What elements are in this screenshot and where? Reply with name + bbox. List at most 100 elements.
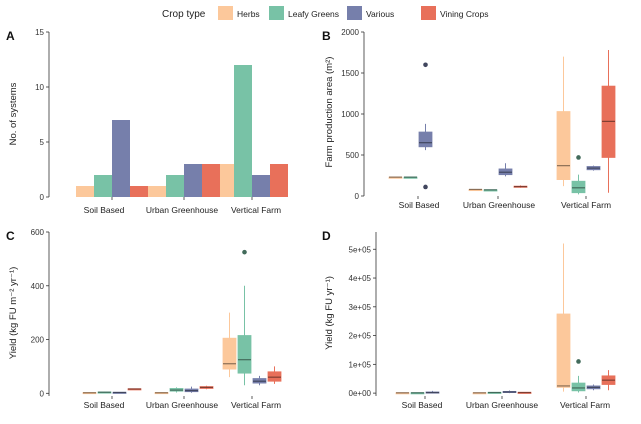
box-body (222, 337, 237, 370)
legend-vining-crops-swatch (421, 6, 436, 20)
box (483, 189, 498, 192)
box (513, 185, 528, 188)
panel-label-b: B (322, 29, 331, 43)
y-tick-label: 200 (31, 336, 45, 345)
y-tick-label: 1500 (341, 69, 359, 78)
legend: Crop type Herbs Leafy Greens Various Vining… (162, 6, 489, 20)
legend-herbs-label: Herbs (237, 9, 260, 19)
box (425, 390, 440, 394)
y-axis-title-b: Farm production area (m²) (324, 57, 335, 168)
box-body (237, 335, 252, 374)
box (601, 50, 616, 193)
panel-c: 0 200 400 600 Soil Based Urban Greenhouse Vert… (31, 228, 282, 410)
x-tick-label: Soil Based (84, 205, 125, 215)
y-tick-label: 2e+05 (349, 332, 372, 341)
panel-b: 0 500 1000 1500 2000 Soil Based Urban Greenhou… (341, 28, 616, 210)
outlier-point (576, 155, 581, 160)
outlier-point (423, 62, 428, 68)
box (571, 155, 586, 195)
panel-label-a: A (6, 29, 15, 43)
box-body (571, 382, 586, 392)
box (395, 392, 410, 395)
y-tick-label: 1000 (341, 110, 359, 119)
box (571, 359, 586, 393)
box (199, 385, 214, 390)
x-tick-label: Vertical Farm (560, 400, 610, 410)
box (468, 188, 483, 192)
bar (166, 175, 184, 197)
box (127, 388, 142, 391)
y-axis-title-a: No. of systems (8, 82, 19, 145)
x-tick-label: Soil Based (399, 200, 440, 210)
box (267, 366, 282, 384)
box (410, 392, 425, 395)
x-tick-label: Soil Based (84, 400, 125, 410)
y-tick-label: 0 (40, 389, 45, 398)
legend-leafy-greens-swatch (269, 6, 284, 20)
box (601, 370, 616, 391)
x-tick-label: Vertical Farm (231, 205, 281, 215)
box (586, 165, 601, 171)
x-tick-label: Urban Greenhouse (466, 400, 539, 410)
box (586, 384, 601, 391)
legend-leafy-greens-label: Leafy Greens (288, 9, 339, 19)
box (498, 163, 513, 177)
y-tick-label: 500 (346, 151, 360, 160)
y-tick-label: 10 (35, 83, 44, 92)
y-axis-title-d: Yield (kg FU yr⁻¹) (324, 276, 335, 350)
bar (148, 186, 166, 197)
x-tick-label: Urban Greenhouse (463, 200, 536, 210)
y-tick-label: 0 (40, 193, 45, 202)
box-body (556, 111, 571, 180)
box (222, 312, 237, 378)
box-body (556, 313, 571, 388)
bar (216, 164, 234, 197)
box (472, 392, 487, 395)
panel-a: 0 5 10 15 Soil Based Urban Greenhouse Vertical… (35, 28, 288, 215)
box-body (571, 180, 586, 194)
panel-label-d: D (322, 229, 331, 243)
bar (184, 164, 202, 197)
box (154, 392, 169, 395)
box (556, 56, 571, 187)
outlier-point (576, 359, 581, 364)
bar (130, 186, 148, 197)
box (169, 387, 184, 393)
y-tick-label: 0e+00 (349, 389, 372, 398)
legend-herbs-swatch (218, 6, 233, 20)
y-tick-label: 1e+05 (349, 360, 372, 369)
legend-title: Crop type (162, 9, 206, 20)
bar (234, 65, 252, 197)
box (237, 249, 252, 386)
y-tick-label: 5 (40, 138, 45, 147)
bar (94, 175, 112, 197)
box (388, 176, 403, 179)
x-tick-label: Urban Greenhouse (146, 205, 219, 215)
legend-vining-crops-label: Vining Crops (440, 9, 489, 19)
legend-various-swatch (347, 6, 362, 20)
box (517, 391, 532, 394)
panel-label-c: C (6, 229, 15, 243)
bar (202, 164, 220, 197)
bar (76, 186, 94, 197)
box (403, 176, 418, 179)
y-tick-label: 3e+05 (349, 303, 372, 312)
outlier-point (423, 184, 428, 190)
y-tick-label: 4e+05 (349, 274, 372, 283)
y-tick-label: 600 (31, 228, 45, 237)
y-tick-label: 400 (31, 282, 45, 291)
box (556, 243, 571, 392)
x-tick-label: Vertical Farm (231, 400, 281, 410)
box-body (267, 371, 282, 382)
panel-d: 0e+00 1e+05 2e+05 3e+05 4e+05 5e+05 Soil Based… (349, 232, 616, 410)
box (502, 390, 517, 394)
y-tick-label: 0 (355, 192, 360, 201)
box (252, 375, 267, 386)
y-tick-label: 5e+05 (349, 245, 372, 254)
y-tick-label: 15 (35, 28, 44, 37)
x-tick-label: Soil Based (402, 400, 443, 410)
bar (252, 175, 270, 197)
legend-various-label: Various (366, 9, 394, 19)
box (97, 391, 112, 394)
